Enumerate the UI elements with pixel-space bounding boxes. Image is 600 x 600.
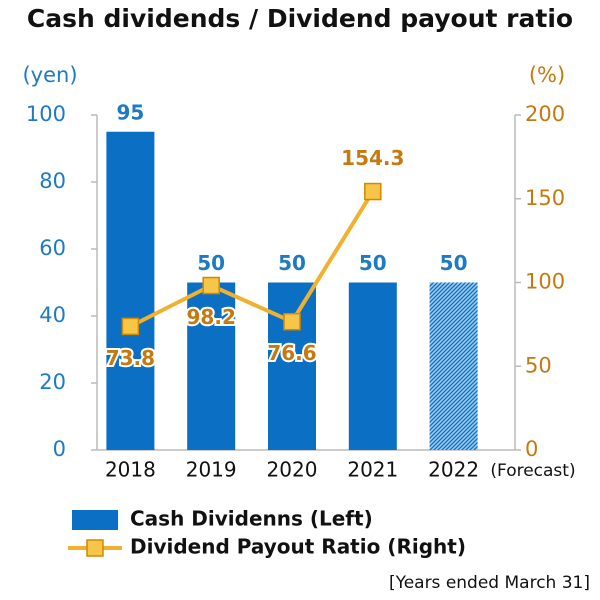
category-note: (Forecast) [490, 461, 575, 481]
y-tick-label: 100 [26, 102, 66, 126]
line-value-label: 98.2 [187, 305, 236, 329]
bar-value-label: 50 [440, 251, 468, 275]
y-tick-label: 60 [39, 236, 66, 260]
y2-tick-label: 0 [525, 437, 538, 461]
bar [429, 282, 478, 450]
x-tick-label: 2020 [267, 458, 318, 482]
legend-swatch [72, 510, 118, 530]
line-marker [364, 182, 382, 201]
bar-value-label: 50 [278, 251, 306, 275]
bar-value-label: 50 [359, 251, 387, 275]
y-tick-label: 20 [39, 370, 66, 394]
y2-tick-label: 200 [525, 102, 565, 126]
bar [268, 282, 316, 450]
line-marker [283, 312, 301, 331]
legend-marker [86, 539, 104, 557]
y-tick-label: 0 [53, 437, 66, 461]
line [129, 190, 375, 329]
bar [348, 282, 397, 450]
bar [187, 282, 236, 450]
y2-axis-label: (%) [529, 63, 565, 87]
y-tick-label: 40 [39, 303, 66, 327]
footnote: [Years ended March 31] [389, 573, 590, 593]
legend-label: Cash Dividenns (Left) [130, 507, 373, 531]
bar-value-label: 50 [197, 251, 225, 275]
line-marker [202, 276, 220, 295]
y2-tick-label: 100 [525, 270, 565, 294]
line-value-label: 73.8 [106, 346, 155, 370]
x-tick-label: 2021 [347, 458, 398, 482]
bar [106, 131, 155, 450]
line-value-label: 154.3 [341, 146, 404, 170]
x-tick-label: 2018 [105, 458, 156, 482]
y2-tick-label: 150 [525, 186, 565, 210]
chart-title: Cash dividends / Dividend payout ratio [27, 4, 573, 33]
y2-tick-label: 50 [525, 353, 552, 377]
x-tick-label: 2019 [186, 458, 237, 482]
line-marker [121, 317, 140, 336]
x-tick-label: 2022 [428, 458, 479, 482]
line-value-label: 76.6 [267, 341, 316, 365]
bar-value-label: 95 [116, 100, 144, 124]
y-tick-label: 80 [39, 169, 66, 193]
legend-label: Dividend Payout Ratio (Right) [130, 535, 466, 559]
y-axis-label: (yen) [22, 63, 77, 87]
